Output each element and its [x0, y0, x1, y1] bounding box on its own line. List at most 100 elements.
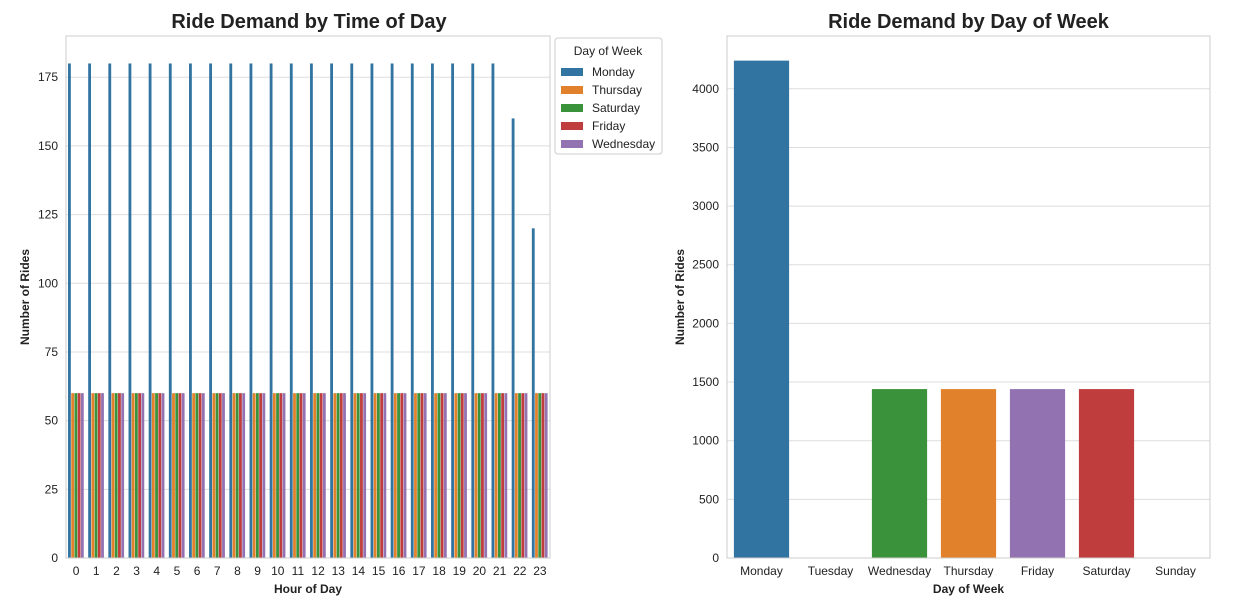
bar — [414, 393, 417, 558]
bar — [333, 393, 337, 558]
y-tick-label: 2000 — [692, 316, 719, 330]
bar — [310, 63, 313, 558]
bar — [514, 393, 518, 558]
bar — [313, 393, 317, 558]
bar — [383, 393, 387, 558]
y-tick-label: 2500 — [692, 258, 719, 272]
bar — [212, 393, 216, 558]
legend-swatch — [561, 140, 583, 148]
bar — [101, 393, 104, 558]
plot-frame — [726, 35, 1211, 559]
y-axis-label: Number of Rides — [673, 249, 687, 345]
bar — [356, 393, 360, 558]
bar — [138, 393, 142, 558]
bar — [538, 393, 542, 558]
bar — [390, 63, 394, 558]
x-tick-label: 15 — [372, 564, 386, 578]
bar-thursday — [940, 389, 997, 558]
bar — [541, 393, 545, 558]
bar-wednesday — [871, 389, 928, 558]
bar — [423, 393, 427, 558]
x-tick-label: 16 — [392, 564, 406, 578]
bar — [316, 393, 320, 558]
bar — [97, 393, 101, 558]
bar — [68, 63, 71, 558]
y-tick-label: 3500 — [692, 140, 719, 154]
y-tick-label: 1000 — [692, 434, 719, 448]
bar — [201, 393, 205, 558]
bar — [282, 393, 286, 558]
bar — [376, 393, 380, 558]
plot-frame — [65, 35, 551, 559]
legend-label: Friday — [592, 119, 625, 133]
bar — [474, 393, 478, 558]
x-tick-label: 1 — [93, 564, 100, 578]
x-tick-label: Thursday — [943, 564, 993, 578]
x-tick-label: Tuesday — [808, 564, 854, 578]
bar — [131, 393, 135, 558]
x-tick-label: 2 — [113, 564, 120, 578]
bar — [296, 393, 300, 558]
bar — [235, 393, 239, 558]
bar-friday — [1009, 389, 1066, 558]
bar-saturday — [1078, 389, 1135, 558]
x-axis-label: Day of Week — [933, 582, 1004, 596]
bar — [111, 393, 115, 558]
bar — [454, 393, 458, 558]
bar — [471, 63, 475, 558]
legend-title: Day of Week — [574, 44, 643, 58]
y-tick-label: 0 — [712, 551, 719, 565]
bar — [128, 63, 132, 558]
bar — [252, 393, 256, 558]
bar — [74, 393, 78, 558]
bar — [218, 393, 222, 558]
series-friday — [77, 393, 545, 558]
bar — [434, 393, 438, 558]
bar — [161, 393, 165, 558]
bar — [363, 393, 367, 558]
bar — [155, 393, 158, 558]
legend-swatch — [561, 122, 583, 130]
bar — [175, 393, 179, 558]
x-tick-label: 11 — [292, 564, 305, 578]
bar — [524, 393, 528, 558]
bar — [232, 393, 236, 558]
x-tick-label: 13 — [332, 564, 346, 578]
y-tick-label: 4000 — [692, 82, 719, 96]
y-tick-label: 0 — [51, 551, 58, 565]
bar — [262, 393, 266, 558]
bar — [71, 393, 75, 558]
x-tick-label: 19 — [453, 564, 467, 578]
bar — [353, 393, 357, 558]
bar — [410, 63, 414, 558]
legend-label: Saturday — [592, 101, 640, 115]
x-tick-label: Saturday — [1082, 564, 1130, 578]
bar — [535, 393, 538, 558]
bar — [195, 393, 199, 558]
bar — [108, 63, 112, 558]
legend-swatch — [561, 68, 583, 76]
bar — [451, 63, 455, 558]
bar — [477, 393, 481, 558]
bar — [272, 393, 276, 558]
x-tick-label: 9 — [254, 564, 261, 578]
bar — [397, 393, 400, 558]
bar — [249, 63, 253, 558]
x-tick-label: 17 — [412, 564, 426, 578]
series-thursday — [71, 393, 538, 558]
bar — [289, 63, 293, 558]
y-tick-label: 75 — [45, 345, 59, 359]
bar — [242, 393, 246, 558]
x-tick-label: Sunday — [1155, 564, 1196, 578]
y-tick-label: 25 — [45, 482, 59, 496]
bar — [403, 393, 407, 558]
bar — [91, 393, 95, 558]
bar — [293, 393, 296, 558]
bar — [77, 393, 81, 558]
chart-title: Ride Demand by Day of Week — [828, 11, 1110, 33]
x-axis-label: Hour of Day — [274, 582, 342, 596]
bar — [521, 393, 525, 558]
bar — [88, 63, 92, 558]
bar — [302, 393, 306, 558]
x-tick-label: 0 — [73, 564, 80, 578]
